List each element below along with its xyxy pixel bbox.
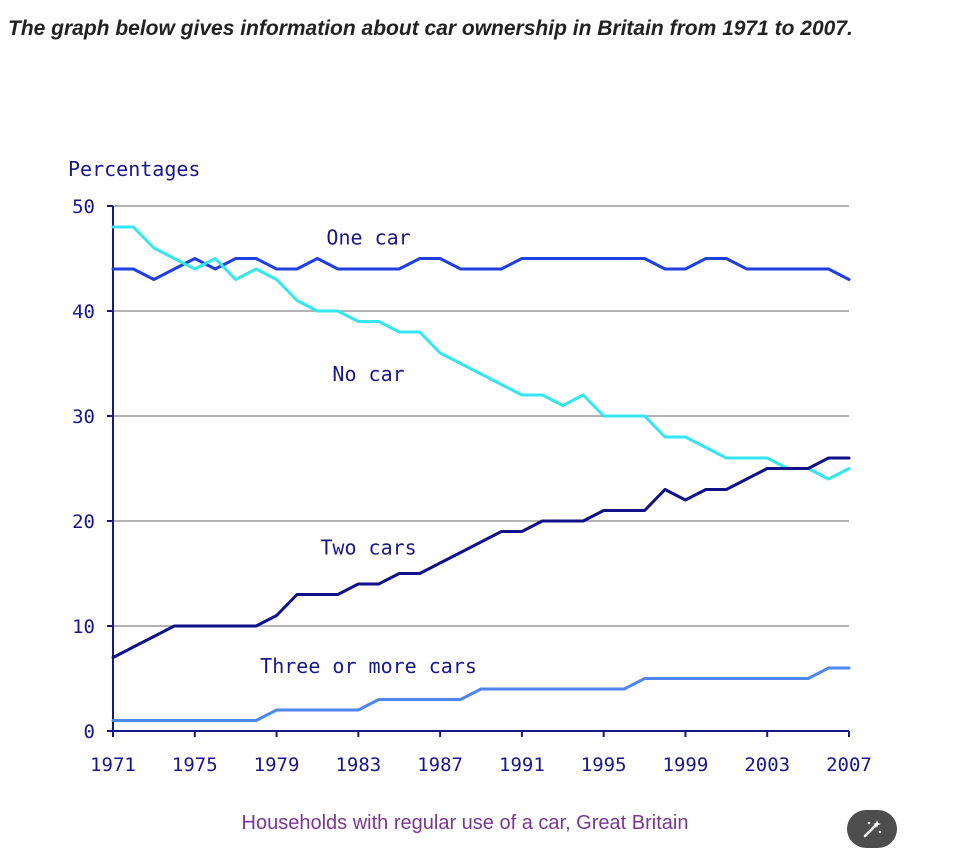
x-tick-label: 1971	[90, 754, 136, 776]
chart-caption: Households with regular use of a car, Gr…	[241, 812, 689, 834]
series-labels: One car No car Two cars Three or more cars	[260, 226, 477, 678]
series-lines	[111, 225, 851, 722]
gridlines	[113, 205, 849, 627]
axes: 0 10 20 30 40 50 1971 1975 1979 1983 1987 1991 1995 1…	[72, 196, 872, 776]
y-tick-label: 20	[72, 511, 95, 533]
series-label-two-cars: Two cars	[320, 535, 416, 559]
x-tick-label: 1979	[254, 754, 300, 776]
y-tick-label: 0	[84, 721, 95, 743]
series-label-three-or-more-cars: Three or more cars	[260, 654, 477, 678]
y-tick-label: 50	[72, 196, 95, 218]
page-heading: The graph below gives information about …	[8, 17, 853, 40]
x-tick-label: 1975	[172, 754, 218, 776]
x-tick-label: 2007	[826, 754, 872, 776]
y-tick-label: 40	[72, 301, 95, 323]
y-tick-label: 10	[72, 616, 95, 638]
x-tick-label: 1987	[417, 754, 463, 776]
x-tick-label: 2003	[744, 754, 790, 776]
series-label-no-car: No car	[332, 362, 404, 386]
x-tick-label: 1995	[581, 754, 627, 776]
series-line-three-or-more-cars	[111, 666, 851, 722]
y-axis-label: Percentages	[68, 157, 200, 181]
y-tick-label: 30	[72, 406, 95, 428]
magic-wand-icon	[863, 820, 882, 838]
x-tick-label: 1983	[335, 754, 381, 776]
series-line-two-cars	[111, 456, 851, 659]
series-label-one-car: One car	[326, 226, 410, 250]
x-tick-label: 1991	[499, 754, 545, 776]
magic-wand-button[interactable]	[847, 810, 897, 848]
x-tick-label: 1999	[663, 754, 709, 776]
